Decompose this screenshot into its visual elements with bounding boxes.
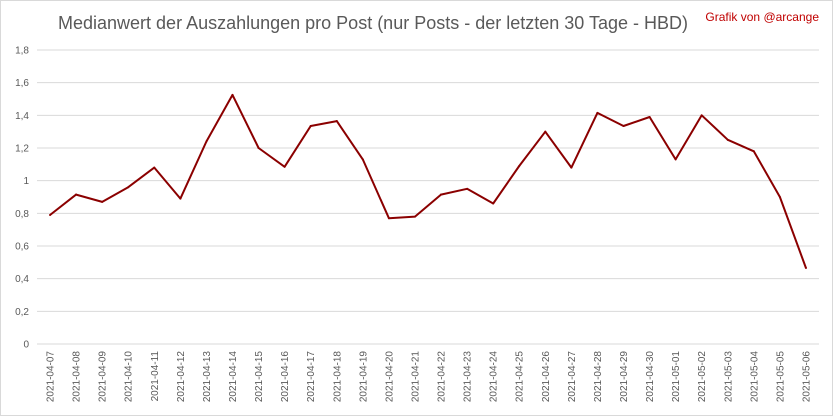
x-tick-label: 2021-04-28 [593, 351, 604, 403]
data-point [49, 213, 52, 216]
y-tick-label: 1,2 [15, 144, 29, 155]
y-tick-label: 1,4 [15, 111, 29, 122]
data-point [101, 200, 104, 203]
x-tick-label: 2021-04-16 [280, 351, 291, 403]
x-tick-label: 2021-04-21 [410, 351, 421, 403]
x-tick-label: 2021-05-02 [697, 351, 708, 403]
x-tick-label: 2021-04-12 [176, 351, 187, 403]
y-tick-label: 0,4 [15, 274, 29, 285]
data-point [413, 215, 416, 218]
data-point [257, 147, 260, 149]
x-tick-label: 2021-05-05 [775, 351, 786, 403]
series-line [49, 93, 807, 269]
series-layer [49, 93, 807, 270]
x-tick-label: 2021-04-09 [98, 351, 109, 403]
x-tick-label: 2021-04-18 [332, 351, 343, 403]
x-tick-label: 2021-04-26 [541, 351, 552, 403]
x-tick-label: 2021-04-08 [72, 351, 83, 403]
chart-credit: Grafik von @arcange [705, 10, 819, 24]
y-tick-label: 0,2 [15, 307, 29, 318]
chart-title: Medianwert der Auszahlungen pro Post (nu… [58, 13, 688, 33]
data-point [387, 217, 390, 220]
x-tick-label: 2021-04-20 [384, 351, 395, 403]
data-point [440, 193, 443, 196]
data-point [596, 111, 599, 114]
gridlines [37, 49, 819, 345]
y-tick-label: 0 [23, 340, 29, 351]
x-tick-label: 2021-04-17 [306, 351, 317, 403]
data-point [283, 165, 286, 168]
x-tick-label: 2021-04-07 [46, 351, 57, 403]
x-tick-label: 2021-05-03 [723, 351, 734, 403]
x-tick-label: 2021-04-29 [619, 351, 630, 403]
y-tick-label: 1 [23, 176, 29, 187]
x-tick-label: 2021-04-25 [515, 351, 526, 403]
x-tick-label: 2021-04-11 [150, 351, 161, 402]
x-tick-label: 2021-04-10 [124, 351, 135, 403]
data-point [335, 120, 338, 123]
x-tick-label: 2021-04-15 [254, 351, 265, 403]
data-point [570, 166, 573, 169]
data-point [153, 166, 156, 169]
data-point [466, 187, 469, 190]
data-point [700, 114, 703, 117]
data-point [518, 164, 521, 167]
y-axis: 0 0,2 0,4 0,6 0,8 1 1,2 1,4 1,6 1,8 [15, 46, 29, 351]
data-point [804, 267, 807, 270]
data-point [75, 193, 78, 196]
data-point [622, 124, 625, 127]
x-tick-label: 2021-04-23 [463, 351, 474, 403]
x-tick-label: 2021-04-13 [202, 351, 213, 403]
x-tick-label: 2021-05-04 [749, 351, 760, 403]
data-point [726, 138, 729, 141]
data-point [778, 196, 781, 198]
data-point [492, 202, 495, 205]
x-tick-label: 2021-04-30 [645, 351, 656, 403]
data-point [179, 197, 182, 200]
x-tick-label: 2021-04-19 [358, 351, 369, 403]
x-axis: 2021-04-07 2021-04-08 2021-04-09 2021-04-10… [46, 351, 813, 403]
data-point [231, 93, 234, 96]
data-point [361, 158, 364, 161]
x-tick-label: 2021-05-01 [671, 351, 682, 403]
y-tick-label: 1,6 [15, 78, 29, 89]
data-point [648, 115, 651, 118]
data-point [752, 150, 755, 153]
x-tick-label: 2021-05-06 [801, 351, 812, 403]
x-tick-label: 2021-04-27 [567, 351, 578, 403]
y-tick-label: 1,8 [15, 46, 29, 57]
data-point [674, 158, 677, 161]
x-tick-label: 2021-04-14 [228, 351, 239, 403]
y-tick-label: 0,8 [15, 209, 29, 220]
data-point [309, 124, 312, 127]
x-tick-label: 2021-04-24 [489, 351, 500, 403]
y-tick-label: 0,6 [15, 242, 29, 253]
data-point [544, 130, 547, 133]
data-point [205, 140, 208, 143]
data-point [127, 186, 130, 189]
x-tick-label: 2021-04-22 [437, 351, 448, 403]
